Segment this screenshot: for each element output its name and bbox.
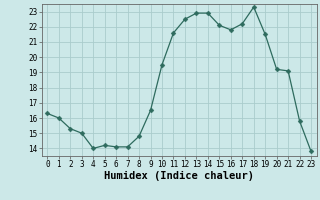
X-axis label: Humidex (Indice chaleur): Humidex (Indice chaleur)	[104, 171, 254, 181]
